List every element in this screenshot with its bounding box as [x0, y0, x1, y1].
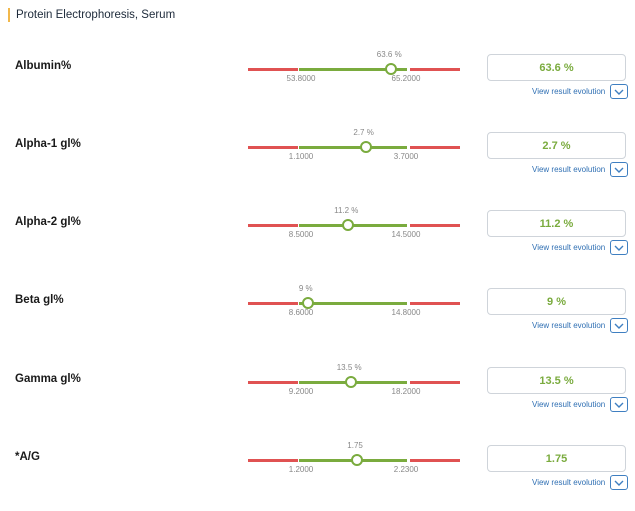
gauge-marker	[351, 454, 364, 466]
range-min-label: 53.8000	[286, 74, 316, 83]
expand-button[interactable]	[610, 318, 628, 333]
gauge-normal-segment	[299, 302, 407, 305]
result-value-box: 2.7 %	[487, 132, 626, 159]
view-result-evolution-link[interactable]: View result evolution	[532, 87, 606, 96]
range-min-label: 9.2000	[288, 387, 314, 396]
expand-button[interactable]	[610, 475, 628, 490]
range-gauge: 13.5 % 9.2000 18.2000	[248, 363, 460, 403]
test-name: *A/G	[15, 451, 40, 463]
range-gauge: 63.6 % 53.8000 65.2000	[248, 50, 460, 90]
expand-button[interactable]	[610, 240, 628, 255]
chevron-down-icon	[614, 167, 624, 173]
test-name: Gamma gl%	[15, 373, 81, 385]
gauge-marker	[385, 63, 398, 75]
result-value-box: 9 %	[487, 288, 626, 315]
view-result-evolution-link[interactable]: View result evolution	[532, 321, 606, 330]
gauge-value-label: 11.2 %	[334, 206, 359, 215]
gauge-value-label: 1.75	[347, 441, 363, 450]
gauge-high-segment	[410, 302, 460, 305]
gauge-low-segment	[248, 381, 298, 384]
range-max-label: 14.5000	[391, 230, 421, 239]
range-min-label: 8.6000	[288, 308, 314, 317]
test-row-alpha1: Alpha-1 gl% 2.7 % 1.1000 3.7000 2.7 % Vi…	[0, 128, 635, 198]
test-row-gamma: Gamma gl% 13.5 % 9.2000 18.2000 13.5 % V…	[0, 363, 635, 433]
gauge-low-segment	[248, 459, 298, 462]
gauge-value-label: 63.6 %	[376, 50, 402, 59]
range-gauge: 2.7 % 1.1000 3.7000	[248, 128, 460, 168]
range-gauge: 9 % 8.6000 14.8000	[248, 284, 460, 324]
gauge-low-segment	[248, 302, 298, 305]
range-max-label: 2.2300	[393, 465, 419, 474]
test-name: Beta gl%	[15, 294, 64, 306]
gauge-marker	[342, 219, 355, 231]
test-row-albumin: Albumin% 63.6 % 53.8000 65.2000 63.6 % V…	[0, 50, 635, 120]
gauge-high-segment	[410, 459, 460, 462]
gauge-normal-segment	[299, 146, 407, 149]
gauge-high-segment	[410, 146, 460, 149]
test-row-alpha2: Alpha-2 gl% 11.2 % 8.5000 14.5000 11.2 %…	[0, 206, 635, 276]
chevron-down-icon	[614, 402, 624, 408]
gauge-high-segment	[410, 68, 460, 71]
range-max-label: 18.2000	[391, 387, 421, 396]
range-max-label: 3.7000	[393, 152, 419, 161]
expand-button[interactable]	[610, 397, 628, 412]
gauge-marker	[345, 376, 358, 388]
section-title: Protein Electrophoresis, Serum	[8, 8, 175, 22]
range-min-label: 1.1000	[288, 152, 314, 161]
expand-button[interactable]	[610, 162, 628, 177]
gauge-low-segment	[248, 68, 298, 71]
gauge-low-segment	[248, 224, 298, 227]
range-min-label: 8.5000	[288, 230, 314, 239]
range-gauge: 1.75 1.2000 2.2300	[248, 441, 460, 481]
range-min-label: 1.2000	[288, 465, 314, 474]
gauge-marker	[359, 141, 372, 153]
chevron-down-icon	[614, 480, 624, 486]
view-result-evolution-link[interactable]: View result evolution	[532, 400, 606, 409]
result-value-box: 1.75	[487, 445, 626, 472]
test-name: Alpha-2 gl%	[15, 216, 81, 228]
chevron-down-icon	[614, 323, 624, 329]
test-name: Albumin%	[15, 60, 72, 72]
result-value-box: 11.2 %	[487, 210, 626, 237]
range-gauge: 11.2 % 8.5000 14.5000	[248, 206, 460, 246]
result-value-box: 63.6 %	[487, 54, 626, 81]
view-result-evolution-link[interactable]: View result evolution	[532, 243, 606, 252]
gauge-normal-segment	[299, 68, 407, 71]
view-result-evolution-link[interactable]: View result evolution	[532, 478, 606, 487]
gauge-low-segment	[248, 146, 298, 149]
gauge-value-label: 9 %	[298, 284, 313, 293]
gauge-value-label: 2.7 %	[353, 128, 374, 137]
gauge-marker	[301, 297, 314, 309]
test-name: Alpha-1 gl%	[15, 138, 81, 150]
chevron-down-icon	[614, 245, 624, 251]
chevron-down-icon	[614, 89, 624, 95]
range-max-label: 65.2000	[391, 74, 421, 83]
test-row-beta: Beta gl% 9 % 8.6000 14.8000 9 % View res…	[0, 284, 635, 354]
view-result-evolution-link[interactable]: View result evolution	[532, 165, 606, 174]
result-value-box: 13.5 %	[487, 367, 626, 394]
range-max-label: 14.8000	[391, 308, 421, 317]
test-row-ag-ratio: *A/G 1.75 1.2000 2.2300 1.75 View result…	[0, 441, 635, 511]
gauge-high-segment	[410, 381, 460, 384]
gauge-value-label: 13.5 %	[336, 363, 362, 372]
gauge-high-segment	[410, 224, 460, 227]
expand-button[interactable]	[610, 84, 628, 99]
